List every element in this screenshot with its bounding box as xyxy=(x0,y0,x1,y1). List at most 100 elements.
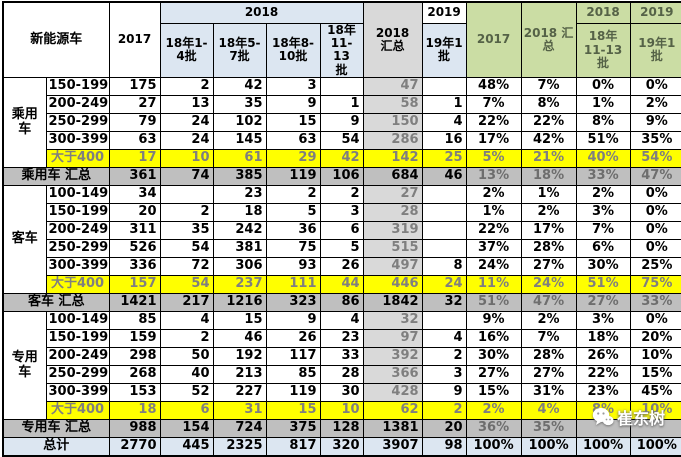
count-cell: 25 xyxy=(421,149,467,169)
percent-cell: 15% xyxy=(465,383,522,403)
table-row: 300-399 63 24 145 63 54 286 16 17% 42% 51% 35% xyxy=(3,131,681,151)
percent-cell: 30% xyxy=(465,347,522,367)
percent-cell: 1% xyxy=(520,185,577,205)
percent-cell: 20% xyxy=(629,329,681,349)
percent-cell: 51% xyxy=(465,293,522,313)
count-cell: 27 xyxy=(108,95,161,115)
count-cell xyxy=(421,203,467,223)
count-cell: 26 xyxy=(265,329,321,349)
header-batch-19-1: 19年1 批 xyxy=(421,22,467,79)
count-cell: 3 xyxy=(421,365,467,385)
header-batch-1-4: 18年1- 4批 xyxy=(159,22,214,79)
percent-cell: 10% xyxy=(629,401,681,421)
percent-cell: 42% xyxy=(520,131,577,151)
group-label: 乘用 车 xyxy=(2,77,47,169)
table-header: 新能源车 2017 2018 2018 汇总 2019 2017 2018 汇 … xyxy=(2,1,681,79)
percent-cell: 54% xyxy=(629,149,681,169)
table-row: 大于400 17 10 61 29 42 142 25 5% 21% 40% 54% xyxy=(3,149,681,169)
percent-cell: 3% xyxy=(575,311,631,331)
group-label: 客车 xyxy=(2,185,47,295)
percent-cell: 100% xyxy=(520,437,577,457)
header-pct-batch-19-1: 19年1 批 xyxy=(629,22,681,79)
count-cell: 142 xyxy=(362,149,423,169)
count-cell: 27 xyxy=(362,185,423,205)
header-row-1: 新能源车 2017 2018 2018 汇总 2019 2017 2018 汇 … xyxy=(2,1,681,79)
count-cell: 111 xyxy=(265,275,321,295)
header-pct-batch-11-13: 18年 11-13 批 xyxy=(575,22,631,79)
count-cell: 20 xyxy=(421,419,467,439)
count-cell: 311 xyxy=(108,221,161,241)
count-cell: 24 xyxy=(159,113,214,133)
count-cell: 23 xyxy=(212,185,267,205)
count-cell xyxy=(421,185,467,205)
range-label: 150-199 xyxy=(45,77,110,97)
percent-cell: 35% xyxy=(520,419,577,439)
count-cell xyxy=(421,221,467,241)
header-batch-8-10: 18年8- 10批 xyxy=(265,22,321,79)
count-cell: 46 xyxy=(421,167,467,187)
count-cell: 24 xyxy=(159,131,214,151)
count-cell: 17 xyxy=(108,149,161,169)
percent-cell: 15% xyxy=(629,365,681,385)
count-cell: 8 xyxy=(421,257,467,277)
percent-cell: 33% xyxy=(575,167,631,187)
percent-cell: 2% xyxy=(575,185,631,205)
count-cell: 3907 xyxy=(362,437,423,457)
count-cell: 52 xyxy=(159,383,214,403)
count-cell xyxy=(319,77,364,97)
percent-cell: 25% xyxy=(629,257,681,277)
percent-cell: 10% xyxy=(629,347,681,367)
range-label: 200-249 xyxy=(45,221,110,241)
header-2019-group: 2019 xyxy=(421,1,467,24)
percent-cell: 11% xyxy=(465,275,522,295)
count-cell: 192 xyxy=(212,347,267,367)
range-label: 150-199 xyxy=(45,203,110,223)
count-cell: 42 xyxy=(212,77,267,97)
range-label: 250-299 xyxy=(45,365,110,385)
percent-cell: 7% xyxy=(520,77,577,97)
count-cell: 159 xyxy=(108,329,161,349)
count-cell: 526 xyxy=(108,239,161,259)
count-cell: 2 xyxy=(265,185,321,205)
count-cell: 336 xyxy=(108,257,161,277)
count-cell: 175 xyxy=(108,77,161,97)
percent-cell: 18% xyxy=(520,167,577,187)
total-label: 总计 xyxy=(2,437,110,457)
count-cell: 62 xyxy=(362,401,423,421)
count-cell: 86 xyxy=(319,293,364,313)
percent-cell: 17% xyxy=(520,221,577,241)
count-cell: 36 xyxy=(265,221,321,241)
table-row: 乘用 车 150-199 175 2 42 3 47 48% 7% 0% 0% xyxy=(2,77,681,169)
count-cell: 72 xyxy=(159,257,214,277)
percent-cell: 22% xyxy=(575,365,631,385)
percent-cell: 27% xyxy=(575,293,631,313)
percent-cell: 2% xyxy=(629,95,681,115)
table-body: 乘用 车 150-199 175 2 42 3 47 48% 7% 0% 0% 200-249 27 13… xyxy=(2,77,681,457)
summary-row: 专用车 汇总 988 154 724 375 128 1381 20 36% 35% xyxy=(2,419,681,439)
range-label: 100-149 xyxy=(45,185,110,205)
range-label: 大于400 xyxy=(45,275,110,295)
count-cell: 445 xyxy=(159,437,214,457)
count-cell: 31 xyxy=(212,401,267,421)
count-cell: 18 xyxy=(108,401,161,421)
table-row: 300-399 336 72 306 93 26 497 8 24% 27% 30% 25% xyxy=(3,257,681,277)
count-cell: 154 xyxy=(159,419,214,439)
count-cell: 320 xyxy=(319,437,364,457)
total-row: 总计 2770 445 2325 817 320 3907 98 100% 100% 100% 100… xyxy=(2,437,681,457)
count-cell: 23 xyxy=(319,329,364,349)
count-cell: 117 xyxy=(265,347,321,367)
count-cell: 2325 xyxy=(212,437,267,457)
count-cell: 10 xyxy=(159,149,214,169)
percent-cell: 48% xyxy=(465,77,522,97)
percent-cell: 36% xyxy=(465,419,522,439)
percent-cell: 28% xyxy=(520,239,577,259)
count-cell: 44 xyxy=(319,275,364,295)
count-cell: 97 xyxy=(362,329,423,349)
count-cell: 20 xyxy=(108,203,161,223)
percent-cell: 1% xyxy=(575,95,631,115)
count-cell: 988 xyxy=(108,419,161,439)
count-cell: 1 xyxy=(421,95,467,115)
percent-cell: 27% xyxy=(520,257,577,277)
percent-cell: 33% xyxy=(629,293,681,313)
count-cell: 2 xyxy=(159,203,214,223)
